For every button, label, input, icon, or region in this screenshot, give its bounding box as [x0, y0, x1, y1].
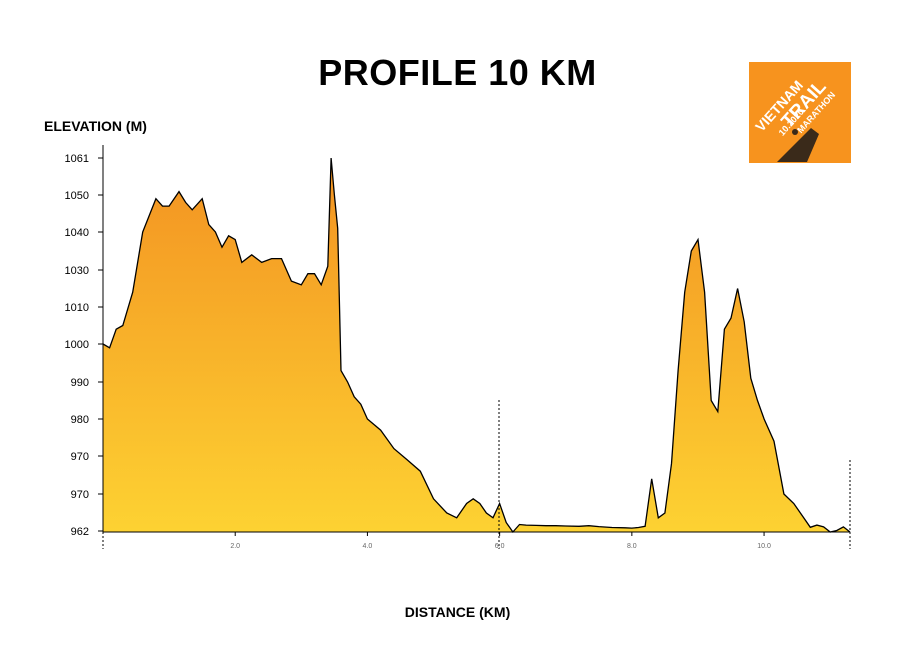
- x-tick-label: 2.0: [230, 543, 240, 550]
- y-tick-label: 1000: [65, 339, 89, 351]
- runner-head-icon: [792, 129, 798, 135]
- y-tick-label: 1050: [65, 190, 89, 202]
- event-logo: VIETNAM TRAIL MARATHON 10.2020: [749, 62, 851, 163]
- x-tick-label: 6.0: [495, 543, 505, 550]
- y-tick-label: 1040: [65, 227, 89, 239]
- y-tick-label: 970: [71, 451, 89, 463]
- y-axis-label: ELEVATION (M): [44, 118, 147, 134]
- runner-silhouette-icon: [777, 128, 819, 162]
- y-tick-label: 1061: [65, 153, 89, 165]
- x-tick-label: 10.0: [757, 543, 771, 550]
- y-tick-label: 980: [71, 414, 89, 426]
- elevation-area: [103, 158, 850, 532]
- y-tick-label: 990: [71, 377, 89, 389]
- elevation-line: [102, 157, 851, 534]
- y-tick-label: 1030: [65, 265, 89, 277]
- x-tick-label: 4.0: [363, 543, 373, 550]
- y-tick-label: 962: [71, 526, 89, 538]
- y-tick-label: 1010: [65, 302, 89, 314]
- x-axis-label: DISTANCE (KM): [404, 604, 511, 620]
- chart-title: PROFILE 10 KM: [318, 52, 597, 93]
- x-tick-label: 8.0: [627, 543, 637, 550]
- y-tick-label: 970: [71, 489, 89, 501]
- logo-graphic: VIETNAM TRAIL MARATHON 10.2020: [749, 62, 851, 163]
